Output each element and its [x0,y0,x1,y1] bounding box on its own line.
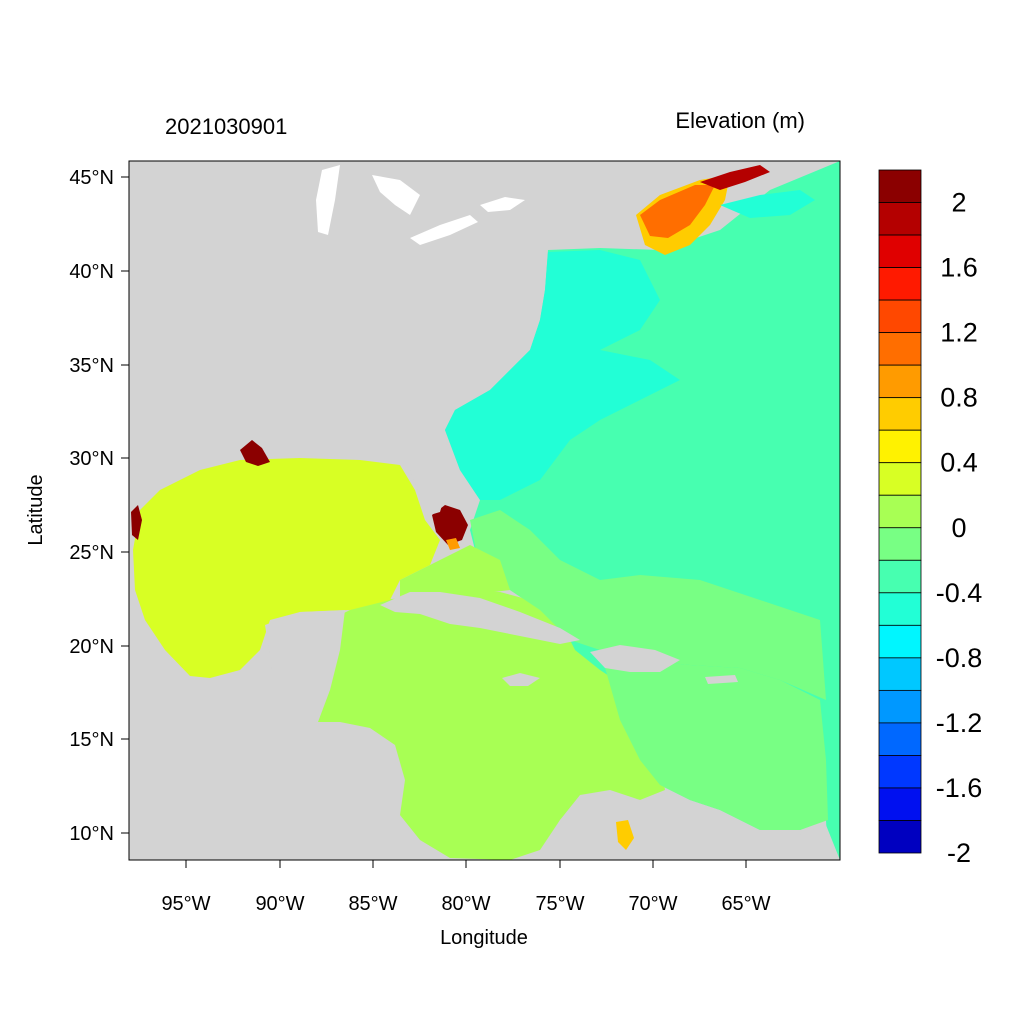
lake-michigan [316,165,340,235]
colorbar-label: 1.6 [940,253,978,283]
lake-ontario [480,197,525,212]
colorbar-label: -1.6 [936,773,983,803]
colorbar-label: 0.8 [940,383,978,413]
south-america-land [540,795,840,860]
map-panel [129,161,840,860]
cuba-island [380,592,580,644]
colorbar-swatch [878,527,922,561]
lon-tick-label: 80°W [441,893,490,915]
lon-tick-label: 75°W [535,893,584,915]
lon-tick-label: 85°W [348,893,397,915]
colorbar: 2 1.6 1.2 0.8 0.4 0 -0.4 -0.8 -1.2 -1.6 -2 [878,169,983,868]
maracaibo-lake [616,820,634,850]
lon-tick-label: 70°W [628,893,677,915]
lat-tick-label: 15°N [69,729,114,751]
variable-label: Elevation (m) [675,108,805,133]
gulf-of-maine-inner [640,185,715,238]
colorbar-swatch [878,494,922,529]
lat-tick-label: 45°N [69,167,114,189]
colorbar-label: -2 [947,838,971,868]
colorbar-swatch [878,592,922,626]
x-axis-title: Longitude [440,927,528,949]
caribbean-sea-region [315,590,665,860]
colorbar-swatch [878,397,922,431]
colorbar-swatch [878,169,922,203]
south-florida-surge [432,505,468,545]
colorbar-label: -0.4 [936,578,983,608]
colorbar-swatch [878,429,922,464]
gulf-of-mexico-region [133,458,440,678]
colorbar-swatch [878,689,922,724]
map-frame [128,160,841,861]
colorbar-label: -0.8 [936,643,983,673]
yucatan-peninsula [265,610,345,722]
east-coast-nearshore-region [445,250,680,500]
puerto-rico-island [705,675,738,684]
colorbar-label: 0 [951,513,966,543]
colorbar-swatch [878,787,922,821]
colorbar-label: 0.4 [940,448,978,478]
lake-erie [410,215,478,245]
colorbar-swatch [878,462,922,496]
lat-tick-label: 40°N [69,261,114,283]
colorbar-swatch [878,202,922,236]
latitude-axis: 45°N 40°N 35°N 30°N 25°N 20°N 15°N 10°N … [25,167,129,845]
date-label: 2021030901 [165,114,287,139]
lon-tick-label: 90°W [255,893,304,915]
bay-of-fundy-region [700,165,770,190]
colorbar-swatch [878,234,922,268]
lat-tick-label: 20°N [69,636,114,658]
jamaica-island [502,673,540,686]
bahamas-shelf-region [470,510,826,700]
lat-tick-label: 10°N [69,823,114,845]
y-axis-title: Latitude [25,474,47,545]
colorbar-swatch [878,755,922,789]
colorbar-swatch [878,722,922,756]
longitude-axis: 95°W 90°W 85°W 80°W 75°W 70°W 65°W Longi… [161,860,771,949]
colorbar-label: -1.2 [936,708,983,738]
colorbar-swatch [878,299,922,334]
colorbar-label: 2 [951,188,966,218]
colorbar-swatch [878,624,922,659]
colorbar-swatch [878,364,922,399]
south-florida-tip [446,538,460,550]
florida-peninsula [395,450,445,515]
hispaniola-island [590,645,680,672]
lon-tick-label: 65°W [721,893,770,915]
lat-tick-label: 35°N [69,355,114,377]
colorbar-swatch [878,657,922,691]
louisiana-coast-surge [240,440,270,466]
lat-tick-label: 25°N [69,542,114,564]
nova-scotia-offshore [720,190,815,218]
eastern-caribbean-region [600,650,828,830]
colorbar-swatch [878,332,922,366]
texas-coast-surge [131,505,142,540]
colorbar-swatch [878,820,922,854]
lat-tick-label: 30°N [69,448,114,470]
lake-huron [372,175,420,215]
straits-florida-region [400,545,510,600]
colorbar-swatch [878,559,922,594]
lon-tick-label: 95°W [161,893,210,915]
colorbar-swatch [878,267,922,301]
colorbar-label: 1.2 [940,318,978,348]
